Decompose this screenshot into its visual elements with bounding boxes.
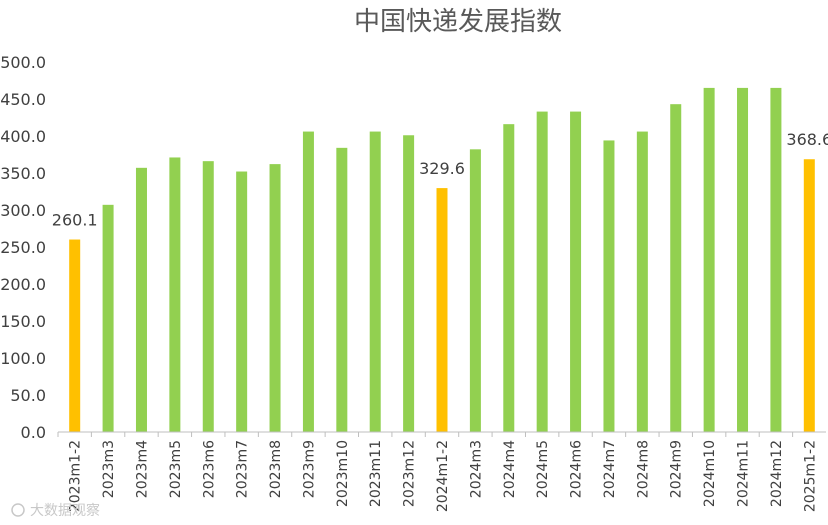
x-tick-label: 2023m3 [101,440,117,498]
bar [636,131,648,432]
x-tick-label: 2024m12 [769,440,785,507]
watermark: 大数据观察 [11,502,100,519]
y-tick-label: 350.0 [0,164,46,183]
bar [369,131,381,432]
bar [503,124,515,432]
bar [135,167,147,432]
x-tick-label: 2023m7 [235,440,251,498]
bar [302,131,314,432]
bar [536,111,548,432]
bar [69,239,81,432]
x-tick-label: 2024m3 [468,440,484,498]
bar [436,188,448,432]
x-tick-label: 2024m11 [736,440,752,507]
x-tick-label: 2024m5 [535,440,551,498]
y-tick-label: 300.0 [0,201,46,220]
x-tick-label: 2023m5 [168,440,184,498]
bar [570,111,582,432]
data-labels: 260.1 329.6 368.6 [52,130,828,229]
y-tick-label: 400.0 [0,127,46,146]
x-tick-label: 2024m7 [602,440,618,498]
y-tick-label: 150.0 [0,312,46,331]
y-tick-label: 100.0 [0,349,46,368]
bar [403,135,415,432]
bar [169,157,181,432]
x-tick-label: 2023m4 [134,440,150,498]
bar [102,204,114,432]
x-tick-label: 2023m12 [402,440,418,507]
bar [803,159,815,432]
x-tick-label: 2024m8 [635,440,651,498]
bars [69,87,815,433]
bar [737,87,749,433]
x-tick-label: 2024m1-2 [435,440,451,512]
data-label: 329.6 [419,159,465,178]
watermark-text: 大数据观察 [30,502,100,519]
x-tick-label: 2023m6 [201,440,217,498]
x-tick-label: 2023m9 [301,440,317,498]
x-tick-label: 2023m8 [268,440,284,498]
bar [202,161,214,432]
chart-title: 中国快递发展指数 [354,7,562,37]
data-label: 368.6 [786,130,828,149]
bar [336,147,348,432]
y-tick-label: 200.0 [0,275,46,294]
x-tick-label: 2024m10 [702,440,718,507]
x-tick-label: 2024m6 [569,440,585,498]
x-tick-label: 2023m10 [335,440,351,507]
x-tick-label: 2025m1-2 [802,440,818,512]
bar [603,140,615,432]
y-tick-label: 0.0 [21,423,46,442]
bar [269,164,281,432]
x-tick-label: 2023m11 [368,440,384,507]
bar [703,87,715,433]
y-tick-label: 50.0 [10,386,46,405]
bar [670,104,682,433]
bar [770,87,782,433]
y-axis: 0.0 50.0 100.0 150.0 200.0 250.0 300.0 350.0 400… [0,53,46,442]
y-tick-label: 500.0 [0,53,46,72]
bar [236,171,248,432]
x-axis: 2023m1-2 2023m3 2023m4 2023m5 2023m6 2023m7 20… [57,432,818,512]
x-tick-label: 2024m9 [669,440,685,498]
data-label: 260.1 [52,211,98,230]
x-tick-label: 2023m1-2 [68,440,84,512]
y-tick-label: 450.0 [0,90,46,109]
watermark-icon [11,503,25,517]
x-tick-label: 2024m4 [502,440,518,498]
bar [469,149,481,432]
y-tick-label: 250.0 [0,238,46,257]
